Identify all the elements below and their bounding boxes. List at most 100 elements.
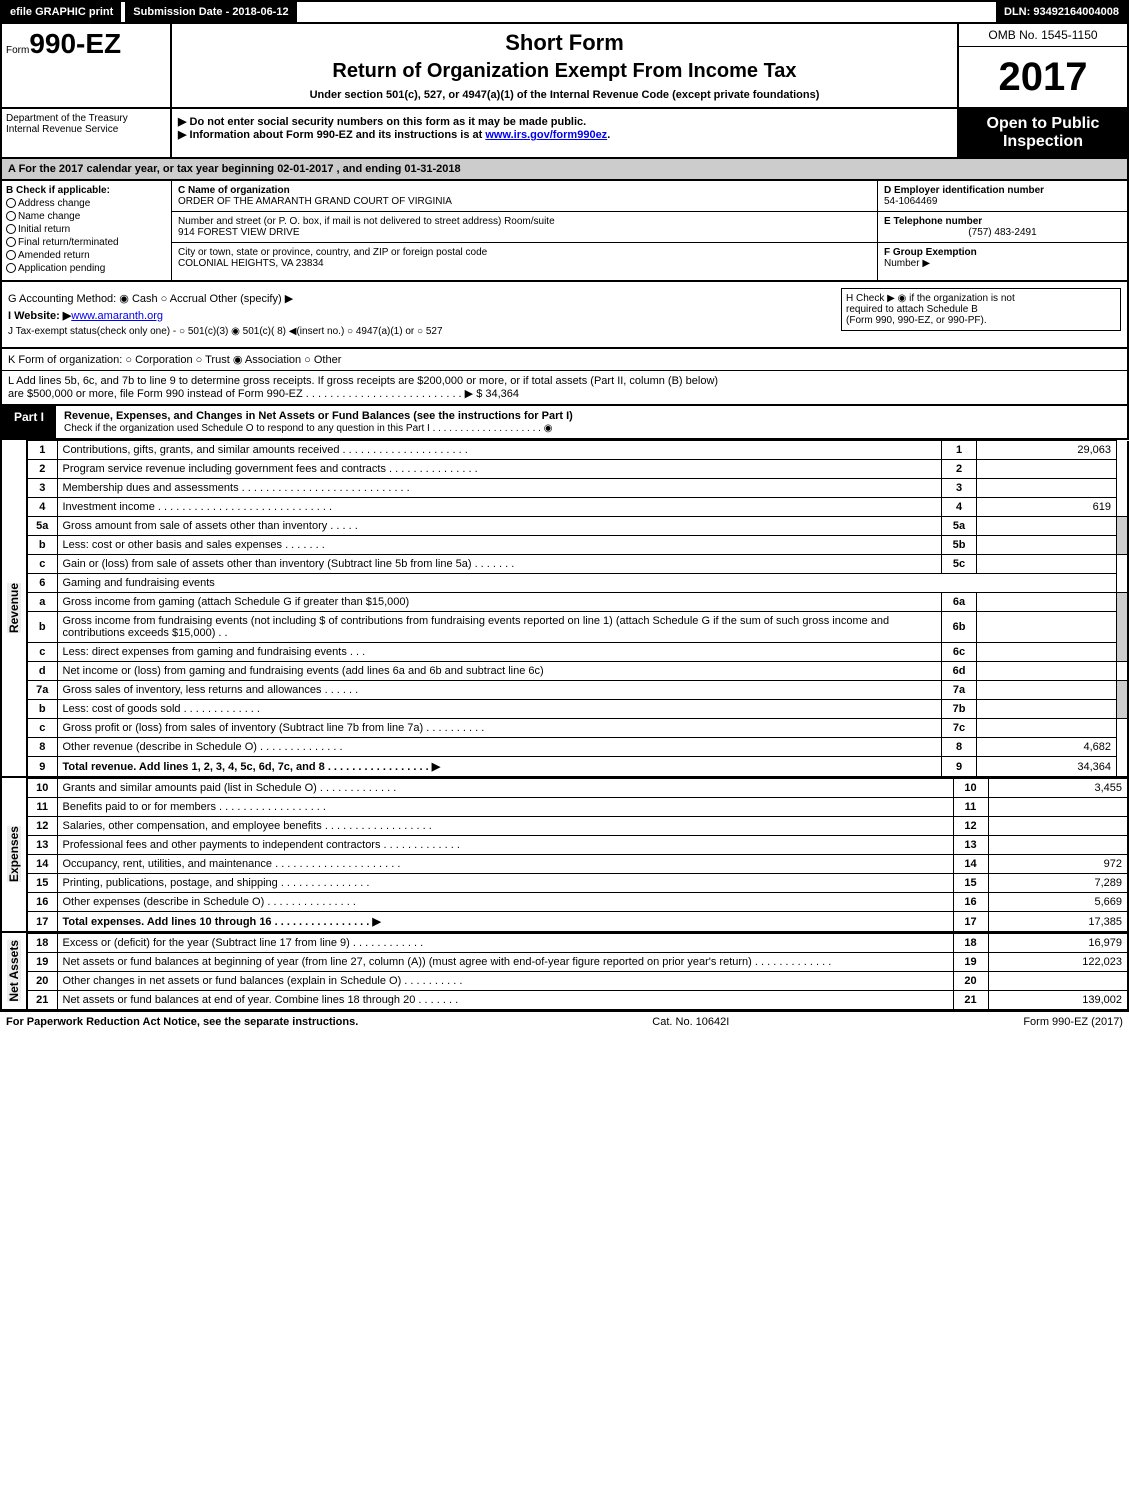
part1-sub: Check if the organization used Schedule …	[64, 423, 552, 434]
line-5b: bLess: cost or other basis and sales exp…	[27, 536, 1128, 555]
open-public-1: Open to Public	[965, 115, 1121, 133]
tax-year: 2017	[959, 47, 1127, 107]
h-check-box: H Check ▶ ◉ if the organization is not r…	[841, 288, 1121, 331]
f-label2: Number ▶	[884, 258, 930, 269]
line-2: 2Program service revenue including gover…	[27, 460, 1128, 479]
omb-year-box: OMB No. 1545-1150 2017	[957, 24, 1127, 107]
line-5a: 5aGross amount from sale of assets other…	[27, 517, 1128, 536]
col-b-checkboxes: B Check if applicable: Address change Na…	[2, 181, 172, 280]
line-20: 20Other changes in net assets or fund ba…	[27, 972, 1128, 991]
line-17: 17Total expenses. Add lines 10 through 1…	[27, 912, 1128, 933]
part1-title: Revenue, Expenses, and Changes in Net As…	[64, 410, 573, 422]
line-6c: cLess: direct expenses from gaming and f…	[27, 643, 1128, 662]
chk-name[interactable]: Name change	[6, 211, 167, 222]
note-ssn: ▶ Do not enter social security numbers o…	[178, 115, 951, 128]
short-form-label: Short Form	[178, 30, 951, 56]
expenses-table: 10Grants and similar amounts paid (list …	[26, 778, 1129, 933]
org-name: ORDER OF THE AMARANTH GRAND COURT OF VIR…	[178, 196, 871, 207]
line-7c: cGross profit or (loss) from sales of in…	[27, 719, 1128, 738]
omb-number: OMB No. 1545-1150	[959, 24, 1127, 47]
col-c-org-info: C Name of organization ORDER OF THE AMAR…	[172, 181, 877, 280]
dept-box: Department of the Treasury Internal Reve…	[2, 109, 172, 157]
city-row: City or town, state or province, country…	[172, 243, 877, 273]
section-bcdef: B Check if applicable: Address change Na…	[0, 181, 1129, 282]
addr-row: Number and street (or P. O. box, if mail…	[172, 212, 877, 243]
open-to-public-box: Open to Public Inspection	[957, 109, 1127, 157]
block-ghij: H Check ▶ ◉ if the organization is not r…	[0, 282, 1129, 349]
h-line1: H Check ▶ ◉ if the organization is not	[846, 293, 1116, 304]
b-title: B Check if applicable:	[6, 185, 167, 196]
shade-7	[1117, 681, 1129, 719]
row-a-tax-year: A For the 2017 calendar year, or tax yea…	[0, 159, 1129, 181]
phone-value: (757) 483-2491	[884, 227, 1121, 238]
note-info: ▶ Information about Form 990-EZ and its …	[178, 128, 951, 141]
note-info-prefix: ▶ Information about Form 990-EZ and its …	[178, 129, 485, 141]
row-l-b: are $500,000 or more, file Form 990 inst…	[8, 387, 1121, 400]
city-value: COLONIAL HEIGHTS, VA 23834	[178, 258, 871, 269]
netassets-sidelabel: Net Assets	[0, 933, 26, 1011]
revenue-section: Revenue 1Contributions, gifts, grants, a…	[0, 440, 1129, 778]
line-4: 4Investment income . . . . . . . . . . .…	[27, 498, 1128, 517]
line-9: 9Total revenue. Add lines 1, 2, 3, 4, 5c…	[27, 757, 1128, 778]
form-num: 990-EZ	[29, 28, 121, 59]
netassets-section: Net Assets 18Excess or (deficit) for the…	[0, 933, 1129, 1011]
footer-left: For Paperwork Reduction Act Notice, see …	[6, 1016, 358, 1028]
line-18: 18Excess or (deficit) for the year (Subt…	[27, 934, 1128, 953]
line-11: 11Benefits paid to or for members . . . …	[27, 798, 1128, 817]
form-header-row2: Department of the Treasury Internal Reve…	[0, 109, 1129, 159]
expenses-section: Expenses 10Grants and similar amounts pa…	[0, 778, 1129, 933]
row-l-a: L Add lines 5b, 6c, and 7b to line 9 to …	[8, 375, 1121, 387]
expenses-sidelabel: Expenses	[0, 778, 26, 933]
addr-value: 914 FOREST VIEW DRIVE	[178, 227, 871, 238]
city-label: City or town, state or province, country…	[178, 247, 871, 258]
line-10: 10Grants and similar amounts paid (list …	[27, 779, 1128, 798]
efile-print-label[interactable]: efile GRAPHIC print	[2, 2, 121, 22]
chk-amended[interactable]: Amended return	[6, 250, 167, 261]
dept-treasury: Department of the Treasury	[6, 113, 166, 124]
line-12: 12Salaries, other compensation, and empl…	[27, 817, 1128, 836]
line-6b: bGross income from fundraising events (n…	[27, 612, 1128, 643]
line-16: 16Other expenses (describe in Schedule O…	[27, 893, 1128, 912]
line-7b: bLess: cost of goods sold . . . . . . . …	[27, 700, 1128, 719]
h-line3: (Form 990, 990-EZ, or 990-PF).	[846, 315, 1116, 326]
topbar: efile GRAPHIC print Submission Date - 20…	[0, 0, 1129, 24]
line-21: 21Net assets or fund balances at end of …	[27, 991, 1128, 1011]
note-info-suffix: .	[607, 129, 610, 141]
chk-address[interactable]: Address change	[6, 198, 167, 209]
shade-6	[1117, 593, 1129, 662]
website-link[interactable]: www.amaranth.org	[71, 310, 163, 322]
line-1: 1Contributions, gifts, grants, and simil…	[27, 441, 1128, 460]
form-header: Form990-EZ Short Form Return of Organiza…	[0, 24, 1129, 109]
line-5c: cGain or (loss) from sale of assets othe…	[27, 555, 1128, 574]
form-word: Form	[6, 45, 29, 56]
chk-pending[interactable]: Application pending	[6, 263, 167, 274]
revenue-table: 1Contributions, gifts, grants, and simil…	[26, 440, 1129, 778]
col-def: D Employer identification number 54-1064…	[877, 181, 1127, 280]
chk-initial[interactable]: Initial return	[6, 224, 167, 235]
part1-title-box: Revenue, Expenses, and Changes in Net As…	[56, 406, 1127, 438]
ein-value: 54-1064469	[884, 196, 1121, 207]
dln-label: DLN: 93492164004008	[996, 2, 1127, 22]
form-number-box: Form990-EZ	[2, 24, 172, 107]
open-public-2: Inspection	[965, 133, 1121, 151]
h-line2: required to attach Schedule B	[846, 304, 1116, 315]
c-name-row: C Name of organization ORDER OF THE AMAR…	[172, 181, 877, 212]
part1-tab: Part I	[2, 406, 56, 438]
form-990ez: Form990-EZ	[6, 28, 166, 60]
footer-formref: Form 990-EZ (2017)	[1023, 1016, 1123, 1028]
irs-label: Internal Revenue Service	[6, 124, 166, 135]
footer-cat: Cat. No. 10642I	[652, 1016, 729, 1028]
line-14: 14Occupancy, rent, utilities, and mainte…	[27, 855, 1128, 874]
line-19: 19Net assets or fund balances at beginni…	[27, 953, 1128, 972]
d-label: D Employer identification number	[884, 185, 1121, 196]
irs-link[interactable]: www.irs.gov/form990ez	[485, 129, 607, 141]
addr-label: Number and street (or P. O. box, if mail…	[178, 216, 871, 227]
line-3: 3Membership dues and assessments . . . .…	[27, 479, 1128, 498]
chk-final[interactable]: Final return/terminated	[6, 237, 167, 248]
c-label: C Name of organization	[178, 185, 871, 196]
page-footer: For Paperwork Reduction Act Notice, see …	[0, 1011, 1129, 1032]
d-ein-row: D Employer identification number 54-1064…	[878, 181, 1127, 212]
revenue-sidelabel: Revenue	[0, 440, 26, 778]
line-13: 13Professional fees and other payments t…	[27, 836, 1128, 855]
i-label: I Website: ▶	[8, 310, 71, 322]
